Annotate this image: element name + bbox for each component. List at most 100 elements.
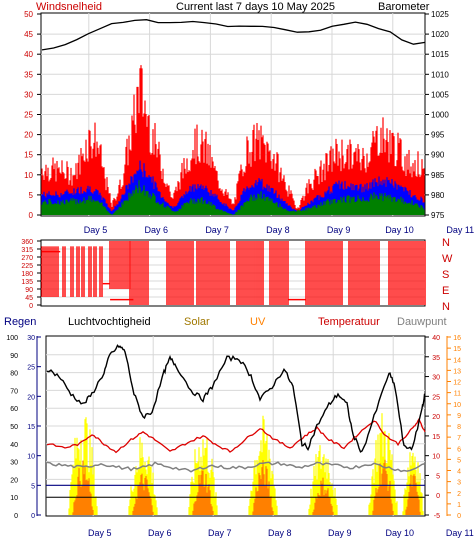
- uv-tick-label: 9: [457, 413, 461, 420]
- day-label: Day 10: [386, 528, 415, 538]
- dewpoint-series: [46, 461, 426, 473]
- direction-tick-label: 90: [25, 287, 33, 294]
- temperature-line: [46, 417, 426, 454]
- uv-tick-label: 6: [457, 446, 461, 453]
- direction-tick-label: 135: [21, 279, 33, 286]
- humidity-line: [46, 344, 426, 453]
- direction-tick-label: 45: [25, 295, 33, 302]
- day-label: Day 6: [148, 528, 172, 538]
- temperature-label: Temperatuur: [318, 316, 380, 328]
- humidity-label: Luchtvochtigheid: [68, 316, 151, 328]
- humidity-tick-label: 30: [10, 460, 18, 467]
- wind-tick-label: 15: [24, 151, 33, 160]
- compass-label: S: [442, 269, 449, 281]
- barometer-series: [41, 19, 426, 51]
- direction-tick-label: 270: [21, 255, 33, 262]
- rain-series: [46, 484, 425, 498]
- day-label: Day 6: [145, 225, 169, 235]
- compass-label: N: [442, 237, 450, 249]
- day-label: Day 7: [208, 528, 232, 538]
- chart1-right-axis: 975 980 985 990 995 1000 1005 1010 1015 1020 1025: [425, 10, 449, 220]
- humidity-tick-label: 70: [10, 388, 18, 395]
- barometer-tick-label: 1020: [431, 30, 449, 39]
- humidity-tick-label: 0: [14, 513, 18, 520]
- day-label: Day 8: [268, 528, 292, 538]
- temperature-series: [46, 417, 426, 454]
- barometer-tick-label: 1000: [431, 111, 449, 120]
- temperature-tick-label: 25: [432, 394, 440, 401]
- uv-tick-label: 4: [457, 469, 461, 476]
- temperature-tick-label: 40: [432, 335, 440, 342]
- temperature-tick-label: 10: [432, 454, 440, 461]
- wind-tick-label: 20: [24, 131, 33, 140]
- chart1-day-labels: Day 5 Day 6 Day 7 Day 8 Day 9 Day 10 Day 11: [84, 225, 474, 235]
- barometer-tick-label: 1010: [431, 70, 449, 79]
- uv-tick-label: 1: [457, 502, 461, 509]
- humidity-tick-label: 90: [10, 353, 18, 360]
- barometer-tick-label: 1005: [431, 90, 449, 99]
- rain-tick-label: 0: [31, 513, 35, 520]
- humidity-tick-label: 100: [6, 335, 18, 342]
- humidity-series: [46, 344, 426, 453]
- humidity-tick-label: 40: [10, 442, 18, 449]
- wind-direction-series: [41, 241, 426, 305]
- uv-tick-label: 10: [453, 402, 461, 409]
- wind-tick-label: 30: [24, 90, 33, 99]
- uv-tick-label: 13: [453, 368, 461, 375]
- day-label: Day 8: [266, 225, 290, 235]
- uv-label: UV: [250, 316, 266, 328]
- temperature-tick-label: -5: [434, 513, 440, 520]
- chart1-left-label: Windsnelheid: [36, 1, 102, 13]
- wind-tick-label: 50: [24, 10, 33, 19]
- solar-label: Solar: [184, 316, 210, 328]
- day-label: Day 5: [84, 225, 108, 235]
- barometer-tick-label: 995: [431, 131, 445, 140]
- day-label: Day 11: [446, 225, 474, 235]
- direction-tick-label: 360: [21, 239, 33, 246]
- uv-tick-label: 7: [457, 435, 461, 442]
- wind-tick-label: 45: [24, 30, 33, 39]
- humidity-tick-label: 10: [10, 495, 18, 502]
- temperature-axis: -5 0 5 10 15 20 25 30 35 40: [425, 335, 440, 520]
- direction-tick-label: 0: [29, 303, 33, 310]
- wind-low-series: [41, 180, 425, 215]
- temperature-tick-label: 0: [436, 493, 440, 500]
- rain-label: Regen: [4, 316, 36, 328]
- temperature-tick-label: 35: [432, 355, 440, 362]
- barometer-tick-label: 980: [431, 191, 445, 200]
- compass-label: W: [442, 253, 453, 265]
- temperature-tick-label: 30: [432, 375, 440, 382]
- uv-tick-label: 12: [453, 380, 461, 387]
- direction-tick-label: 315: [21, 247, 33, 254]
- wind-tick-label: 0: [29, 211, 34, 220]
- direction-tick-label: 225: [21, 263, 33, 270]
- uv-tick-label: 16: [453, 335, 461, 342]
- day-label: Day 9: [328, 528, 352, 538]
- wind-tick-label: 5: [29, 191, 34, 200]
- wind-tick-label: 25: [24, 111, 33, 120]
- rain-axis: 0 5 10 15 20 25 30: [27, 335, 41, 520]
- barometer-tick-label: 975: [431, 211, 445, 220]
- temperature-tick-label: 15: [432, 434, 440, 441]
- wind-tick-label: 35: [24, 70, 33, 79]
- direction-tick-label: 180: [21, 271, 33, 278]
- uv-tick-label: 5: [457, 457, 461, 464]
- uv-tick-label: 2: [457, 491, 461, 498]
- wind-tick-label: 40: [24, 50, 33, 59]
- rain-tick-label: 15: [27, 424, 35, 431]
- day-label: Day 11: [446, 528, 474, 538]
- day-label: Day 10: [385, 225, 414, 235]
- humidity-tick-label: 80: [10, 371, 18, 378]
- uv-tick-label: 3: [457, 480, 461, 487]
- wind-tick-label: 10: [24, 171, 33, 180]
- chart3-header: Regen Luchtvochtigheid Solar UV Temperat…: [4, 316, 447, 328]
- temperature-tick-label: 5: [436, 473, 440, 480]
- chart1-right-label: Barometer: [378, 1, 430, 13]
- barometer-tick-label: 990: [431, 151, 445, 160]
